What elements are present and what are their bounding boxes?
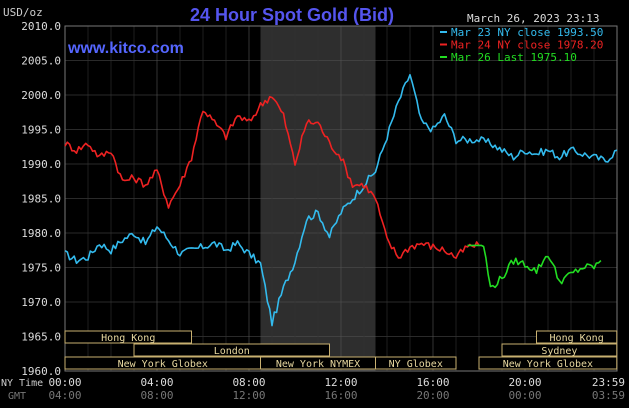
y-tick-label: 1965.0	[21, 331, 61, 344]
x-tick-label-ny: 00:00	[48, 376, 81, 389]
y-tick-label: 1985.0	[21, 193, 61, 206]
y-unit-label: USD/oz	[3, 6, 43, 19]
x-tick-label-gmt: 12:00	[232, 389, 265, 402]
kitco-url-watermark: www.kitco.com	[67, 40, 184, 57]
session-label: Hong Kong	[101, 333, 155, 344]
session-bar	[501, 343, 618, 357]
y-tick-label: 2000.0	[21, 89, 61, 102]
session-label: NY Globex	[389, 359, 443, 370]
x-tick-label-ny: 16:00	[416, 376, 449, 389]
gmt-row-label: GMT	[8, 391, 26, 402]
session-bar	[375, 356, 457, 370]
x-tick-label-gmt: 04:00	[48, 389, 81, 402]
session-label: Sydney	[541, 346, 577, 357]
session-bar	[133, 343, 330, 357]
series-line	[64, 96, 480, 260]
session-label: New York Globex	[503, 359, 593, 370]
y-tick-label: 2010.0	[21, 20, 61, 33]
x-tick-label-ny: 20:00	[508, 376, 541, 389]
session-label: New York NYMEX	[276, 359, 360, 370]
session-bar	[64, 330, 192, 344]
plot-frame	[64, 25, 618, 372]
y-tick-label: 1980.0	[21, 227, 61, 240]
session-label: Hong Kong	[550, 333, 604, 344]
ny-time-row-label: NY Time	[1, 378, 43, 389]
series-layer	[64, 73, 618, 327]
x-tick-label-gmt: 08:00	[140, 389, 173, 402]
x-tick-label-gmt: 20:00	[416, 389, 449, 402]
session-label: London	[214, 346, 250, 357]
y-tick-label: 1970.0	[21, 296, 61, 309]
session-label: New York Globex	[118, 359, 208, 370]
session-bar	[536, 330, 618, 344]
y-tick-label: 1995.0	[21, 124, 61, 137]
legend-label: Mar 23 NY close 1993.50	[451, 26, 603, 39]
series-line	[64, 73, 618, 327]
x-tick-label-gmt: 03:59	[592, 389, 625, 402]
x-tick-label-gmt: 00:00	[508, 389, 541, 402]
chart-title: 24 Hour Spot Gold (Bid)	[190, 5, 394, 25]
legend-label: Mar 26 Last 1975.10	[451, 51, 577, 64]
x-tick-label-ny: 04:00	[140, 376, 173, 389]
y-tick-label: 2005.0	[21, 55, 61, 68]
y-tick-label: 1960.0	[21, 365, 61, 378]
y-tick-label: 1990.0	[21, 158, 61, 171]
x-tick-label-ny: 12:00	[324, 376, 357, 389]
y-axis-ticks: 2010.0 2005.0 2000.0 1995.0 1990.0 1985.0 1980…	[21, 20, 61, 378]
session-bar	[478, 356, 618, 370]
series-line	[467, 244, 602, 289]
x-tick-label-ny: 08:00	[232, 376, 265, 389]
x-axis-ticks: 00:00 04:00 08:00 12:00 16:00 20:00 23:5904:00…	[48, 376, 625, 402]
x-tick-label-ny: 23:59	[592, 376, 625, 389]
x-tick-label-gmt: 16:00	[324, 389, 357, 402]
legend-label: Mar 24 NY close 1978.20	[451, 39, 603, 52]
y-tick-label: 1975.0	[21, 262, 61, 275]
timestamp: March 26, 2023 23:13	[467, 12, 599, 25]
trading-sessions: Hong Kong Hong Kong London Sydney New York G…	[64, 330, 618, 370]
